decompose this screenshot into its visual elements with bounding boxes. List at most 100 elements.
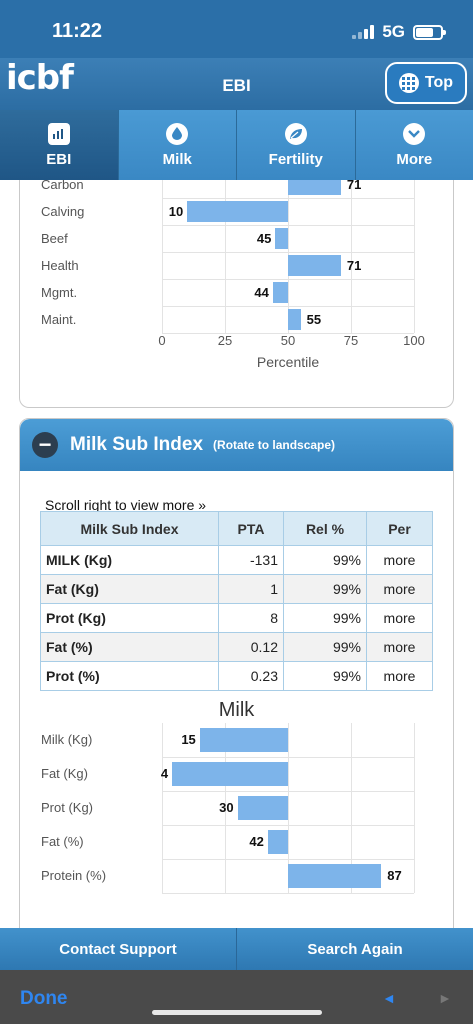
milk-sub-index-table: Milk Sub Index PTA Rel % Per MILK (Kg) -1… [40,511,433,691]
more-link[interactable]: more [366,574,433,604]
top-button[interactable]: Top [385,62,467,104]
rel-cell: 99% [283,574,367,604]
bar-value-label: 30 [219,800,234,815]
bar-label: Health [41,257,79,273]
bar-value-label: 42 [249,834,264,849]
bar-value-label: 71 [346,180,362,192]
more-link[interactable]: more [366,661,433,691]
content-area[interactable]: Carbon 71 Calving 10 Beef 45 Health 71 Mgmt. 44 Ma… [0,180,473,928]
table-row: Prot (Kg) 8 99% more [40,603,433,633]
grid-line [225,180,226,333]
status-indicators: 5G [352,22,446,42]
grid-line [162,893,414,894]
milk-sub-index-panel: − Milk Sub Index (Rotate to landscape) S… [19,418,454,928]
back-arrow-icon[interactable]: ◄ [382,990,396,1006]
milk-chart-title: Milk [218,699,255,721]
contact-support-button[interactable]: Contact Support [0,928,237,970]
milk-table-body: MILK (Kg) -131 99% more Fat (Kg) 1 99% more Prot… [40,545,433,691]
pta-cell: 1 [218,574,284,604]
x-axis-label: Percentile [256,354,320,370]
x-tick-label: 100 [403,333,425,348]
signal-icon [352,25,375,39]
bar-value-label: 71 [346,257,362,273]
milk-bar-chart: Milk (Kg) 15 Fat (Kg) 4 Prot (Kg) 30 Fat (%) 42… [20,719,453,928]
table-header-row: Milk Sub Index PTA Rel % Per [40,511,433,546]
drop-icon [166,122,189,145]
table-row: MILK (Kg) -131 99% more [40,545,433,575]
scroll-hint: Scroll right to view more » [45,497,207,513]
ebi-bar-chart: Carbon 71 Calving 10 Beef 45 Health 71 Mgmt. 44 Ma… [20,180,453,406]
bar-label: Prot (Kg) [41,800,94,815]
more-link[interactable]: more [366,603,433,633]
rotate-hint: (Rotate to landscape) [213,438,336,452]
tab-label: Milk [162,150,192,168]
pta-cell: 0.12 [218,632,284,662]
browser-toolbar: Done ◄ ► [0,970,473,1024]
rel-cell: 99% [283,603,367,633]
tab-fertility[interactable]: Fertility [237,110,356,180]
bar [288,255,341,276]
grid-line [351,723,352,893]
network-label: 5G [382,22,405,41]
trait-cell: Fat (%) [40,632,219,662]
grid-line [351,180,352,333]
column-header: Per [366,511,433,546]
rel-cell: 99% [283,661,367,691]
bar [288,864,382,888]
forward-arrow-icon[interactable]: ► [438,990,452,1006]
more-link[interactable]: more [366,545,433,575]
column-header: Milk Sub Index [40,511,219,546]
column-header: Rel % [283,511,367,546]
bar-label: Carbon [41,180,84,192]
bar-label: Calving [41,203,85,219]
trait-cell: MILK (Kg) [40,545,219,575]
page-title: EBI [222,76,251,95]
pta-cell: 8 [218,603,284,633]
bar [267,830,288,854]
collapse-icon[interactable]: − [32,432,58,458]
grid-line [162,279,414,280]
bar-value-label: 44 [254,284,269,300]
search-again-button[interactable]: Search Again [307,940,403,958]
x-tick-label: 25 [217,333,233,348]
pta-cell: -131 [218,545,284,575]
tab-label: Fertility [268,150,323,168]
bar [288,309,301,330]
bar-label: Maint. [41,311,77,327]
icbf-logo: icbf [6,58,74,98]
grid-line [162,306,414,307]
bar-label: Mgmt. [41,284,78,300]
x-tick-label: 50 [280,333,296,348]
bar [172,762,288,786]
done-button[interactable]: Done [20,988,68,1009]
grid-line [162,723,163,893]
tab-milk[interactable]: Milk [118,110,237,180]
milk-section-title: Milk Sub Index [70,434,204,455]
milk-section-header[interactable]: − Milk Sub Index (Rotate to landscape) [20,419,453,471]
table-row: Fat (%) 0.12 99% more [40,632,433,662]
grid-line [162,225,414,226]
top-button-label: Top [424,74,454,91]
tab-ebi[interactable]: EBI [0,110,119,180]
grid-line [162,757,414,758]
bar-value-label: 55 [306,311,322,327]
status-time: 11:22 [52,20,103,42]
grid-line [162,198,414,199]
trait-cell: Prot (Kg) [40,603,219,633]
column-header: PTA [218,511,284,546]
bottom-action-bar: Contact Support Search Again [0,928,473,970]
chevron-down-icon [403,122,426,145]
bar-value-label: 15 [181,732,196,747]
more-link[interactable]: more [366,632,433,662]
bar-label: Fat (%) [41,834,84,849]
grid-line [414,180,415,333]
tab-label: More [396,150,433,168]
bar-value-label: 87 [387,868,402,883]
tab-bar: EBI Milk Fertility More [0,110,473,180]
tab-more[interactable]: More [355,110,473,180]
grid-line [162,333,414,334]
x-tick-label: 75 [343,333,359,348]
bar [237,796,288,820]
rel-cell: 99% [283,545,367,575]
home-indicator [152,1010,322,1015]
